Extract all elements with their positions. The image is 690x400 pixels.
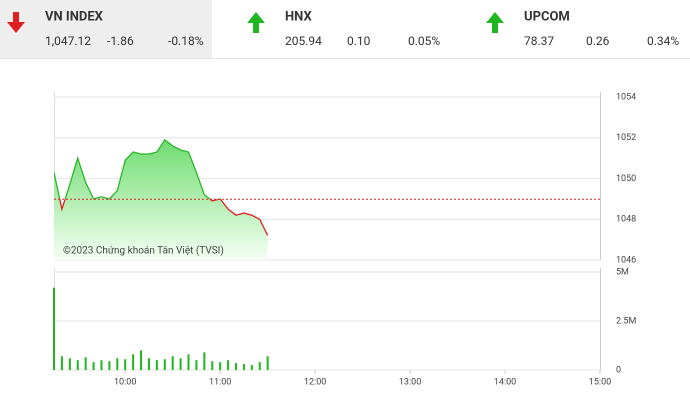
y-tick-label: 1050 — [616, 174, 636, 184]
index-name: UPCOM — [524, 9, 570, 24]
y-tick-label: 0 — [616, 365, 621, 375]
index-percent: 0.34% — [647, 34, 679, 48]
trend-arrow — [486, 12, 504, 33]
volume-bar — [203, 352, 206, 370]
volume-bar — [140, 350, 143, 370]
trend-arrow — [247, 12, 265, 33]
index-change: 0.10 — [347, 34, 371, 48]
volume-bar — [124, 359, 127, 370]
price-line-up — [54, 138, 222, 200]
volume-bar — [179, 358, 182, 370]
x-tick-label: 11:00 — [209, 377, 231, 387]
price-line-down — [59, 199, 269, 236]
index-value: 1,047.12 — [45, 34, 91, 48]
x-tick-label: 12:00 — [304, 377, 326, 387]
volume-bar — [76, 360, 79, 370]
volume-bar — [147, 358, 150, 370]
index-tile[interactable]: VN INDEX 1,047.12 -1.86 -0.18% — [0, 0, 212, 58]
index-percent: 0.05% — [408, 34, 440, 48]
volume-bar — [266, 356, 269, 370]
volume-bar — [187, 354, 190, 370]
volume-bar — [100, 360, 103, 370]
index-percent: -0.18% — [168, 34, 204, 48]
volume-bar — [242, 364, 245, 370]
price-area — [54, 139, 268, 260]
volume-bar — [211, 361, 214, 370]
y-tick-label: 1048 — [616, 215, 636, 225]
volume-bar — [132, 354, 135, 370]
y-tick-label: 1046 — [616, 255, 636, 265]
index-change: 0.26 — [586, 34, 610, 48]
y-tick-label: 2.5M — [616, 316, 636, 326]
copyright: ©2023 Chứng khoán Tân Việt (TVSI) — [63, 245, 224, 257]
volume-bar — [116, 358, 119, 370]
volume-bar — [195, 360, 198, 370]
index-name: HNX — [285, 9, 312, 24]
volume-bar — [163, 359, 166, 370]
x-tick-label: 14:00 — [494, 377, 516, 387]
x-tick-label: 10:00 — [114, 377, 136, 387]
y-tick-label: 5M — [616, 267, 629, 277]
volume-bar — [92, 362, 95, 370]
y-tick-label: 1052 — [616, 133, 636, 143]
volume-bar — [235, 363, 237, 370]
volume-bar — [155, 360, 158, 370]
volume-bar — [53, 287, 55, 370]
trend-arrow — [7, 12, 25, 33]
volume-bar — [68, 358, 71, 370]
volume-bar — [108, 361, 111, 370]
x-tick-label: 13:00 — [399, 377, 421, 387]
volume-bar — [250, 365, 253, 370]
volume-bar — [227, 360, 230, 370]
volume-bar — [60, 356, 63, 370]
x-tick-label: 15:00 — [589, 377, 611, 387]
tile-background — [0, 0, 212, 58]
index-name: VN INDEX — [45, 9, 104, 24]
index-value: 205.94 — [285, 34, 322, 48]
volume-bar — [219, 362, 222, 370]
volume-bar — [258, 362, 261, 370]
volume-bar — [171, 356, 174, 370]
y-tick-label: 1054 — [616, 92, 636, 102]
index-tile[interactable]: UPCOM 78.37 0.26 0.34% — [486, 9, 679, 48]
index-value: 78.37 — [524, 34, 554, 48]
volume-bar — [84, 357, 87, 370]
index-tile[interactable]: HNX 205.94 0.10 0.05% — [247, 9, 440, 48]
index-change: -1.86 — [107, 34, 134, 48]
